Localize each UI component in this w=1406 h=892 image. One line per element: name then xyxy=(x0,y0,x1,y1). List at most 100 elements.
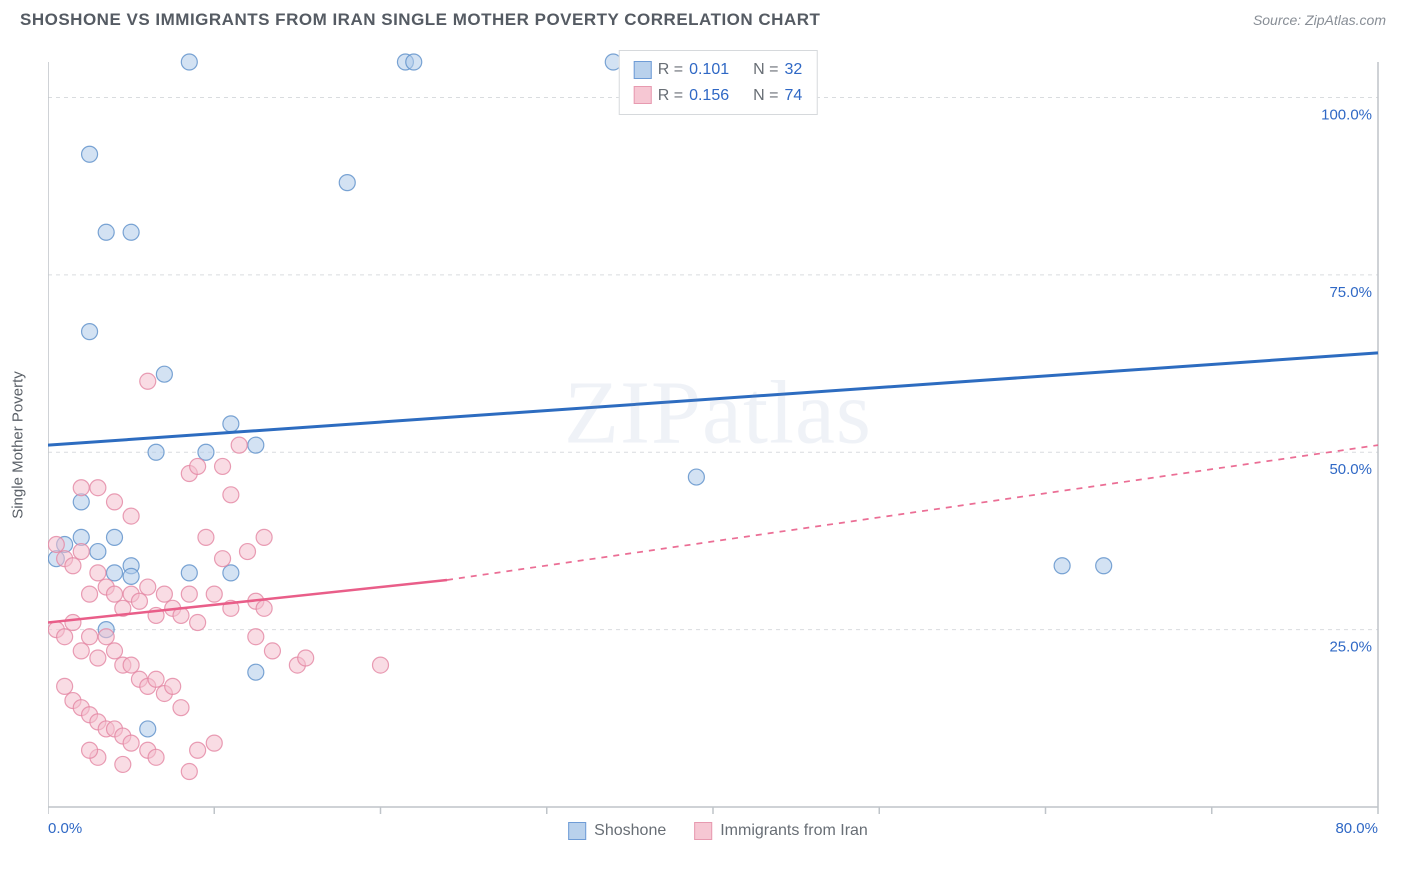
data-point xyxy=(107,586,123,602)
y-tick-label: 100.0% xyxy=(1321,106,1372,123)
data-point xyxy=(339,175,355,191)
n-value: 32 xyxy=(784,57,802,83)
data-point xyxy=(248,437,264,453)
legend-label: Immigrants from Iran xyxy=(720,822,868,840)
data-point xyxy=(206,735,222,751)
r-label: R = xyxy=(658,57,683,83)
data-point xyxy=(198,444,214,460)
data-point xyxy=(181,565,197,581)
data-point xyxy=(90,544,106,560)
chart-wrap: Single Mother Poverty 25.0%50.0%75.0%100… xyxy=(48,50,1388,840)
data-point xyxy=(98,629,114,645)
x-tick-label: 80.0% xyxy=(1335,820,1378,837)
data-point xyxy=(73,643,89,659)
data-point xyxy=(198,529,214,545)
data-point xyxy=(123,508,139,524)
data-point xyxy=(190,458,206,474)
data-point xyxy=(73,544,89,560)
data-point xyxy=(215,458,231,474)
data-point xyxy=(223,565,239,581)
series-legend: Shoshone Immigrants from Iran xyxy=(558,820,878,842)
n-value: 74 xyxy=(784,83,802,109)
r-value: 0.101 xyxy=(689,57,729,83)
r-label: R = xyxy=(658,83,683,109)
data-point xyxy=(123,735,139,751)
data-point xyxy=(107,643,123,659)
x-tick-label: 0.0% xyxy=(48,820,82,837)
data-point xyxy=(57,629,73,645)
legend-swatch xyxy=(634,61,652,79)
data-point xyxy=(48,536,64,552)
n-label: N = xyxy=(753,57,778,83)
data-point xyxy=(215,551,231,567)
data-point xyxy=(123,568,139,584)
chart-container: SHOSHONE VS IMMIGRANTS FROM IRAN SINGLE … xyxy=(0,0,1406,892)
y-axis-label: Single Mother Poverty xyxy=(10,371,27,519)
legend-item: Shoshone xyxy=(568,822,666,840)
legend-swatch xyxy=(694,822,712,840)
chart-title: SHOSHONE VS IMMIGRANTS FROM IRAN SINGLE … xyxy=(20,10,820,30)
data-point xyxy=(190,615,206,631)
y-tick-label: 25.0% xyxy=(1329,639,1372,656)
data-point xyxy=(1096,558,1112,574)
scatter-plot-svg: 25.0%50.0%75.0%100.0%0.0%80.0% xyxy=(48,50,1388,840)
data-point xyxy=(264,643,280,659)
data-point xyxy=(107,565,123,581)
data-point xyxy=(373,657,389,673)
data-point xyxy=(231,437,247,453)
legend-row: R =0.156N =74 xyxy=(634,83,803,109)
data-point xyxy=(298,650,314,666)
data-point xyxy=(181,586,197,602)
data-point xyxy=(181,54,197,70)
n-label: N = xyxy=(753,83,778,109)
data-point xyxy=(123,657,139,673)
data-point xyxy=(82,742,98,758)
legend-label: Shoshone xyxy=(594,822,666,840)
trend-line xyxy=(48,353,1378,445)
data-point xyxy=(148,671,164,687)
data-point xyxy=(156,586,172,602)
data-point xyxy=(406,54,422,70)
legend-swatch xyxy=(634,86,652,104)
data-point xyxy=(256,529,272,545)
data-point xyxy=(181,764,197,780)
data-point xyxy=(206,586,222,602)
data-point xyxy=(223,487,239,503)
correlation-legend: R =0.101 N =32R =0.156N =74 xyxy=(619,50,818,115)
legend-swatch xyxy=(568,822,586,840)
data-point xyxy=(82,146,98,162)
data-point xyxy=(190,742,206,758)
data-point xyxy=(140,579,156,595)
source-attribution: Source: ZipAtlas.com xyxy=(1253,12,1386,28)
data-point xyxy=(131,593,147,609)
data-point xyxy=(73,480,89,496)
data-point xyxy=(688,469,704,485)
data-point xyxy=(65,558,81,574)
data-point xyxy=(1054,558,1070,574)
legend-item: Immigrants from Iran xyxy=(694,822,868,840)
data-point xyxy=(256,600,272,616)
data-point xyxy=(140,373,156,389)
y-tick-label: 75.0% xyxy=(1329,284,1372,301)
data-point xyxy=(156,366,172,382)
data-point xyxy=(82,586,98,602)
legend-row: R =0.101 N =32 xyxy=(634,57,803,83)
data-point xyxy=(90,650,106,666)
data-point xyxy=(148,749,164,765)
data-point xyxy=(115,756,131,772)
data-point xyxy=(248,629,264,645)
data-point xyxy=(240,544,256,560)
data-point xyxy=(57,678,73,694)
header-bar: SHOSHONE VS IMMIGRANTS FROM IRAN SINGLE … xyxy=(0,0,1406,38)
data-point xyxy=(248,664,264,680)
data-point xyxy=(82,324,98,340)
data-point xyxy=(148,444,164,460)
data-point xyxy=(82,629,98,645)
trend-line-extrapolation xyxy=(447,445,1378,580)
data-point xyxy=(123,224,139,240)
data-point xyxy=(223,416,239,432)
data-point xyxy=(90,565,106,581)
data-point xyxy=(140,721,156,737)
data-point xyxy=(98,224,114,240)
data-point xyxy=(173,700,189,716)
